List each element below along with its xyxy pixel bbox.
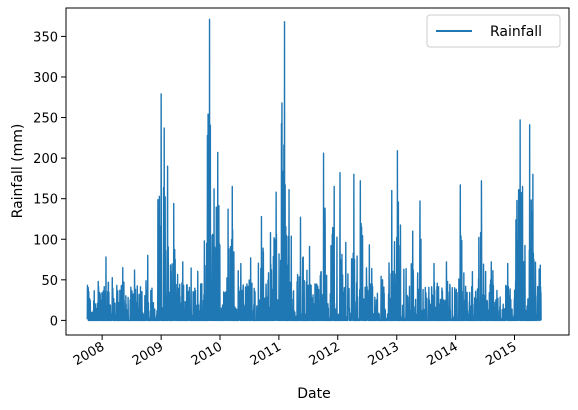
x-tick-label: 2015: [483, 339, 519, 369]
plot-area: [65, 7, 570, 336]
y-tick-label: 300: [33, 71, 58, 86]
x-tick-label: 2012: [307, 339, 343, 369]
y-tick-label: 250: [33, 112, 58, 127]
series-layer: [86, 18, 542, 322]
x-axis-label: Date: [297, 386, 330, 402]
y-tick-label: 150: [33, 193, 58, 208]
y-tick-label: 0: [50, 314, 58, 329]
y-tick-label: 350: [33, 30, 58, 45]
legend-series-label: Rainfall: [490, 24, 542, 40]
rainfall-series-line: [86, 18, 542, 322]
x-tick-label: 2009: [130, 339, 166, 369]
x-tick-label: 2010: [189, 339, 225, 369]
legend-box: [426, 14, 561, 48]
x-tick-label: 2014: [424, 339, 460, 369]
plot-frame: [65, 7, 570, 336]
y-axis: 0 50 100 150 200 250 300 350: [33, 30, 66, 329]
x-tick-label: 2013: [366, 339, 402, 369]
y-tick-label: 50: [41, 274, 58, 289]
x-tick-label: 2008: [71, 339, 107, 369]
y-axis-label: Rainfall (mm): [10, 124, 26, 219]
x-axis: 2008 2009 2010 2011 2012 2013 2014 2015: [71, 335, 519, 369]
legend: Rainfall: [426, 14, 561, 48]
x-tick-label: 2011: [248, 339, 284, 369]
y-tick-label: 200: [33, 152, 58, 167]
y-tick-label: 100: [33, 233, 58, 248]
